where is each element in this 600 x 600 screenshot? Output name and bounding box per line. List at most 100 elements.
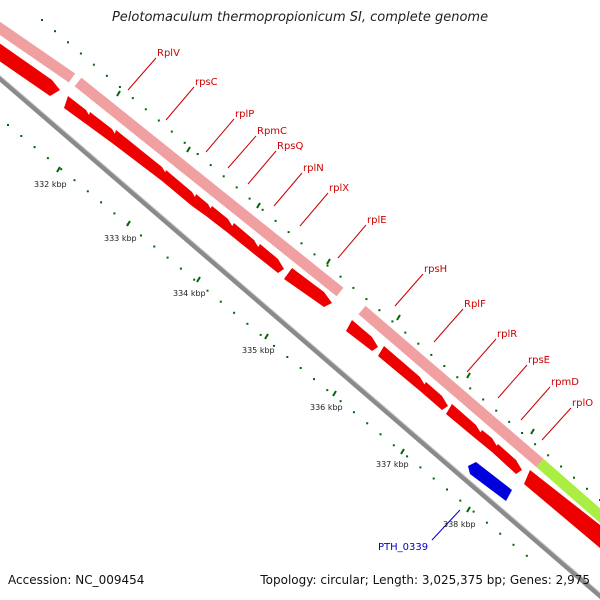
gene-label-rpmd[interactable]: rpmD (551, 377, 579, 388)
scale-dot (432, 477, 435, 480)
gene-arrow[interactable] (228, 223, 260, 254)
accession-text: Accession: NC_009454 (8, 573, 145, 587)
gene-label-rplx[interactable]: rplX (329, 183, 349, 194)
gene-label-rplv[interactable]: RplV (157, 48, 180, 59)
gene-arrow[interactable] (162, 170, 198, 206)
scale-dot (339, 400, 342, 403)
scale-dot (313, 378, 315, 381)
gene-arrow[interactable] (378, 346, 426, 391)
gene-arrow[interactable] (446, 404, 482, 439)
scale-dot (259, 333, 262, 336)
kbp-label: 338 kbp (443, 520, 476, 529)
gene-arrow[interactable] (86, 112, 118, 143)
gene-arrow[interactable] (492, 444, 522, 474)
scale-dot (153, 245, 156, 248)
gene-label-rpsh[interactable]: rpsH (424, 264, 447, 275)
scale-dot (286, 356, 289, 358)
scale-dot (46, 157, 49, 160)
scale-dot (339, 275, 342, 278)
scale-dot (469, 387, 472, 390)
gene-arrow[interactable] (206, 206, 234, 233)
scale-dot (456, 376, 459, 379)
scale-dot (313, 253, 316, 256)
gene-label-rplr[interactable]: rplR (497, 329, 517, 340)
genome-title: Pelotomaculum thermopropionicum SI, comp… (111, 10, 489, 25)
gene-label-rpsq[interactable]: RpsQ (277, 141, 304, 152)
leader-line (227, 135, 257, 169)
scale-dot (144, 108, 147, 111)
scale-dot (41, 19, 43, 21)
gene-label-rpse[interactable]: rpsE (528, 355, 550, 366)
scale-dot (193, 278, 196, 281)
scale-dot (508, 420, 511, 423)
kbp-label: 333 kbp (104, 234, 137, 243)
scale-dot (485, 521, 488, 524)
gene-arrow[interactable] (284, 268, 332, 307)
scale-dot (73, 179, 76, 182)
scale-dot (392, 444, 395, 447)
gene-arrow[interactable] (524, 470, 600, 548)
backbone-highlight (0, 74, 600, 594)
scale-dot (20, 135, 23, 137)
gene-label-rpln[interactable]: rplN (303, 163, 324, 174)
scale-dot (79, 52, 82, 55)
scale-dot (206, 289, 209, 292)
scale-dot (209, 164, 212, 167)
leader-line (299, 192, 329, 227)
scale-dot (233, 311, 236, 314)
scale-dot (170, 130, 173, 133)
topology-text: Topology: circular; Length: 3,025,375 bp… (260, 573, 590, 587)
gene-label-pth-0339[interactable]: PTH_0339 (378, 542, 428, 553)
scale-tick (466, 372, 471, 379)
scale-dot (586, 487, 588, 490)
leader-line (541, 407, 572, 441)
scale-dot (113, 212, 116, 215)
scale-dot (534, 443, 537, 446)
scale-dot (365, 298, 368, 301)
scale-dot (248, 197, 251, 200)
leader-line (497, 364, 528, 399)
backbone (0, 74, 600, 599)
pink-segment (74, 77, 344, 297)
gene-arrow[interactable] (192, 194, 213, 216)
pink-segment (0, 21, 76, 83)
gene-arrow[interactable] (346, 320, 378, 351)
scale-dot (472, 510, 475, 513)
scale-dot (430, 353, 433, 356)
kbp-label: 334 kbp (173, 289, 206, 298)
gene-arrow[interactable] (420, 382, 448, 410)
scale-dot (352, 286, 355, 289)
scale-dot (157, 119, 160, 122)
gene-arrow[interactable] (112, 130, 168, 181)
gene-arrow[interactable] (64, 96, 92, 124)
gene-label-rplo[interactable]: rplO (572, 398, 593, 409)
gene-arrow[interactable] (476, 430, 498, 452)
gene-label-rplf[interactable]: RplF (464, 299, 486, 310)
gene-label-rple[interactable]: rplE (367, 215, 387, 226)
forward-gene-arrows (0, 38, 600, 548)
scale-dot (573, 476, 575, 479)
scale-dot (86, 190, 89, 193)
gene-label-rpmc[interactable]: RpmC (257, 126, 287, 137)
gene-arrow[interactable] (254, 244, 284, 273)
leader-line (205, 118, 235, 153)
scale-dot (495, 409, 498, 412)
scale-dots (7, 19, 600, 557)
scale-dot (261, 208, 264, 211)
kbp-label: 332 kbp (34, 180, 67, 189)
leader-line (337, 224, 367, 259)
gene-label-rplp[interactable]: rplP (235, 109, 254, 120)
scale-dot (92, 63, 95, 66)
kbp-label: 335 kbp (242, 346, 275, 355)
scale-dot (235, 186, 238, 189)
scale-dot (60, 168, 63, 171)
scale-dot (67, 41, 69, 44)
gene-arrow-pth-0339[interactable] (468, 462, 512, 501)
gene-arrow[interactable] (0, 38, 60, 96)
pink-segment (358, 305, 544, 468)
scale-dot (547, 454, 550, 457)
leader-line (273, 172, 303, 207)
gene-label-rpsc[interactable]: rpsC (195, 77, 218, 88)
scale-dot (166, 256, 169, 259)
